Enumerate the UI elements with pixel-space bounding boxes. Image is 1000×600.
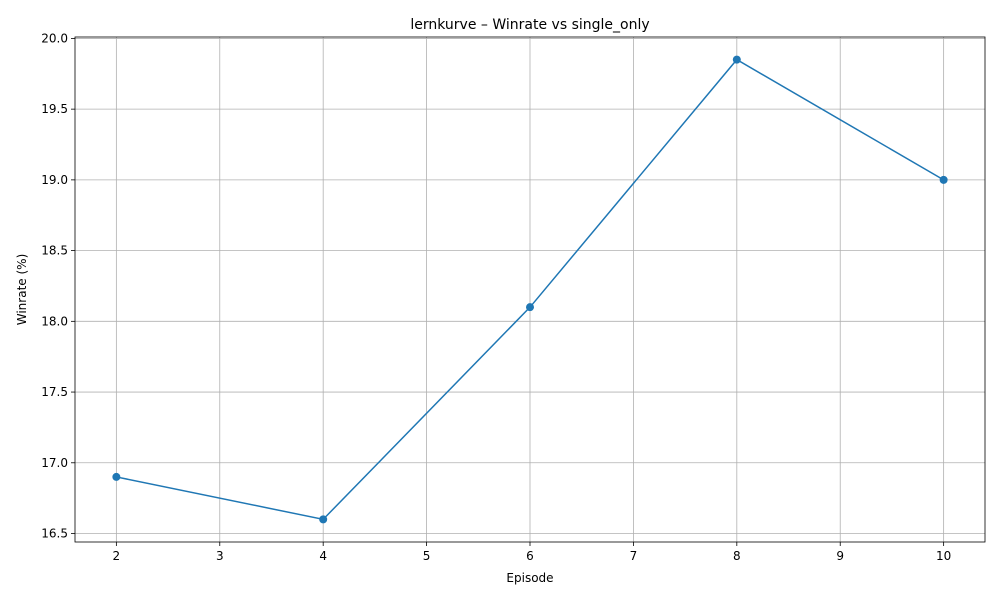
- x-tick-label: 5: [423, 549, 431, 563]
- x-tick-label: 8: [733, 549, 741, 563]
- y-tick-label: 19.5: [41, 102, 68, 116]
- y-tick-label: 19.0: [41, 173, 68, 187]
- series-markers: [112, 55, 948, 524]
- y-tick-label: 16.5: [41, 527, 68, 541]
- x-tick-label: 6: [526, 549, 534, 563]
- grid-lines: [75, 37, 985, 542]
- y-tick-label: 18.0: [41, 314, 68, 328]
- y-tick-label: 20.0: [41, 31, 68, 45]
- y-axis-label: Winrate (%): [15, 254, 29, 326]
- x-axis-label: Episode: [506, 571, 553, 585]
- data-point: [732, 55, 741, 64]
- data-point: [319, 515, 328, 524]
- x-tick-label: 9: [836, 549, 844, 563]
- data-point: [112, 472, 121, 481]
- x-tick-label: 4: [319, 549, 327, 563]
- data-point: [526, 303, 534, 312]
- x-tick-label: 3: [216, 549, 224, 563]
- y-tick-label: 18.5: [41, 244, 68, 258]
- x-tick-label: 7: [630, 549, 638, 563]
- y-tick-label: 17.5: [41, 385, 68, 399]
- x-axis-ticks: 2 3 4 5 6 7 8 9 10: [113, 542, 951, 563]
- data-point: [939, 175, 948, 184]
- x-tick-label: 2: [113, 549, 121, 563]
- y-tick-label: 17.0: [41, 456, 68, 470]
- x-tick-label: 10: [936, 549, 951, 563]
- chart-title: lernkurve – Winrate vs single_only: [410, 17, 649, 33]
- y-axis-ticks: 16.5 17.0 17.5 18.0 18.5 19.0 19.5 20.0: [41, 31, 75, 541]
